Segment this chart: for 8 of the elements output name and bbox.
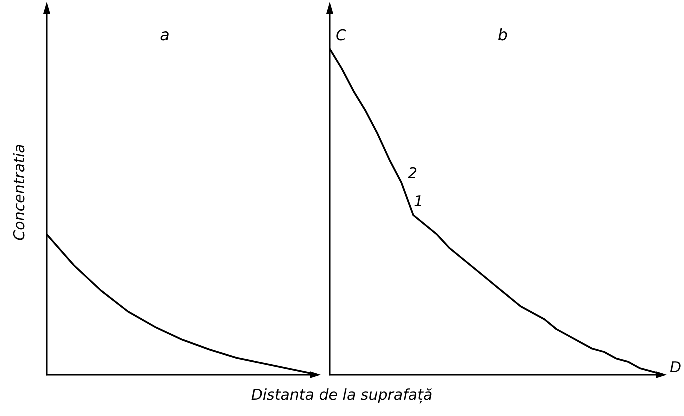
chart-title: b bbox=[498, 26, 508, 44]
text: D bbox=[670, 358, 682, 376]
annotation: 2 bbox=[408, 164, 418, 182]
text: C bbox=[336, 26, 347, 44]
annotation: 1 bbox=[414, 192, 424, 210]
y-axis-title: Concentratia bbox=[10, 144, 28, 241]
x-axis-title: Distanta de la suprafață bbox=[250, 386, 434, 404]
chart-title: a bbox=[160, 26, 170, 44]
